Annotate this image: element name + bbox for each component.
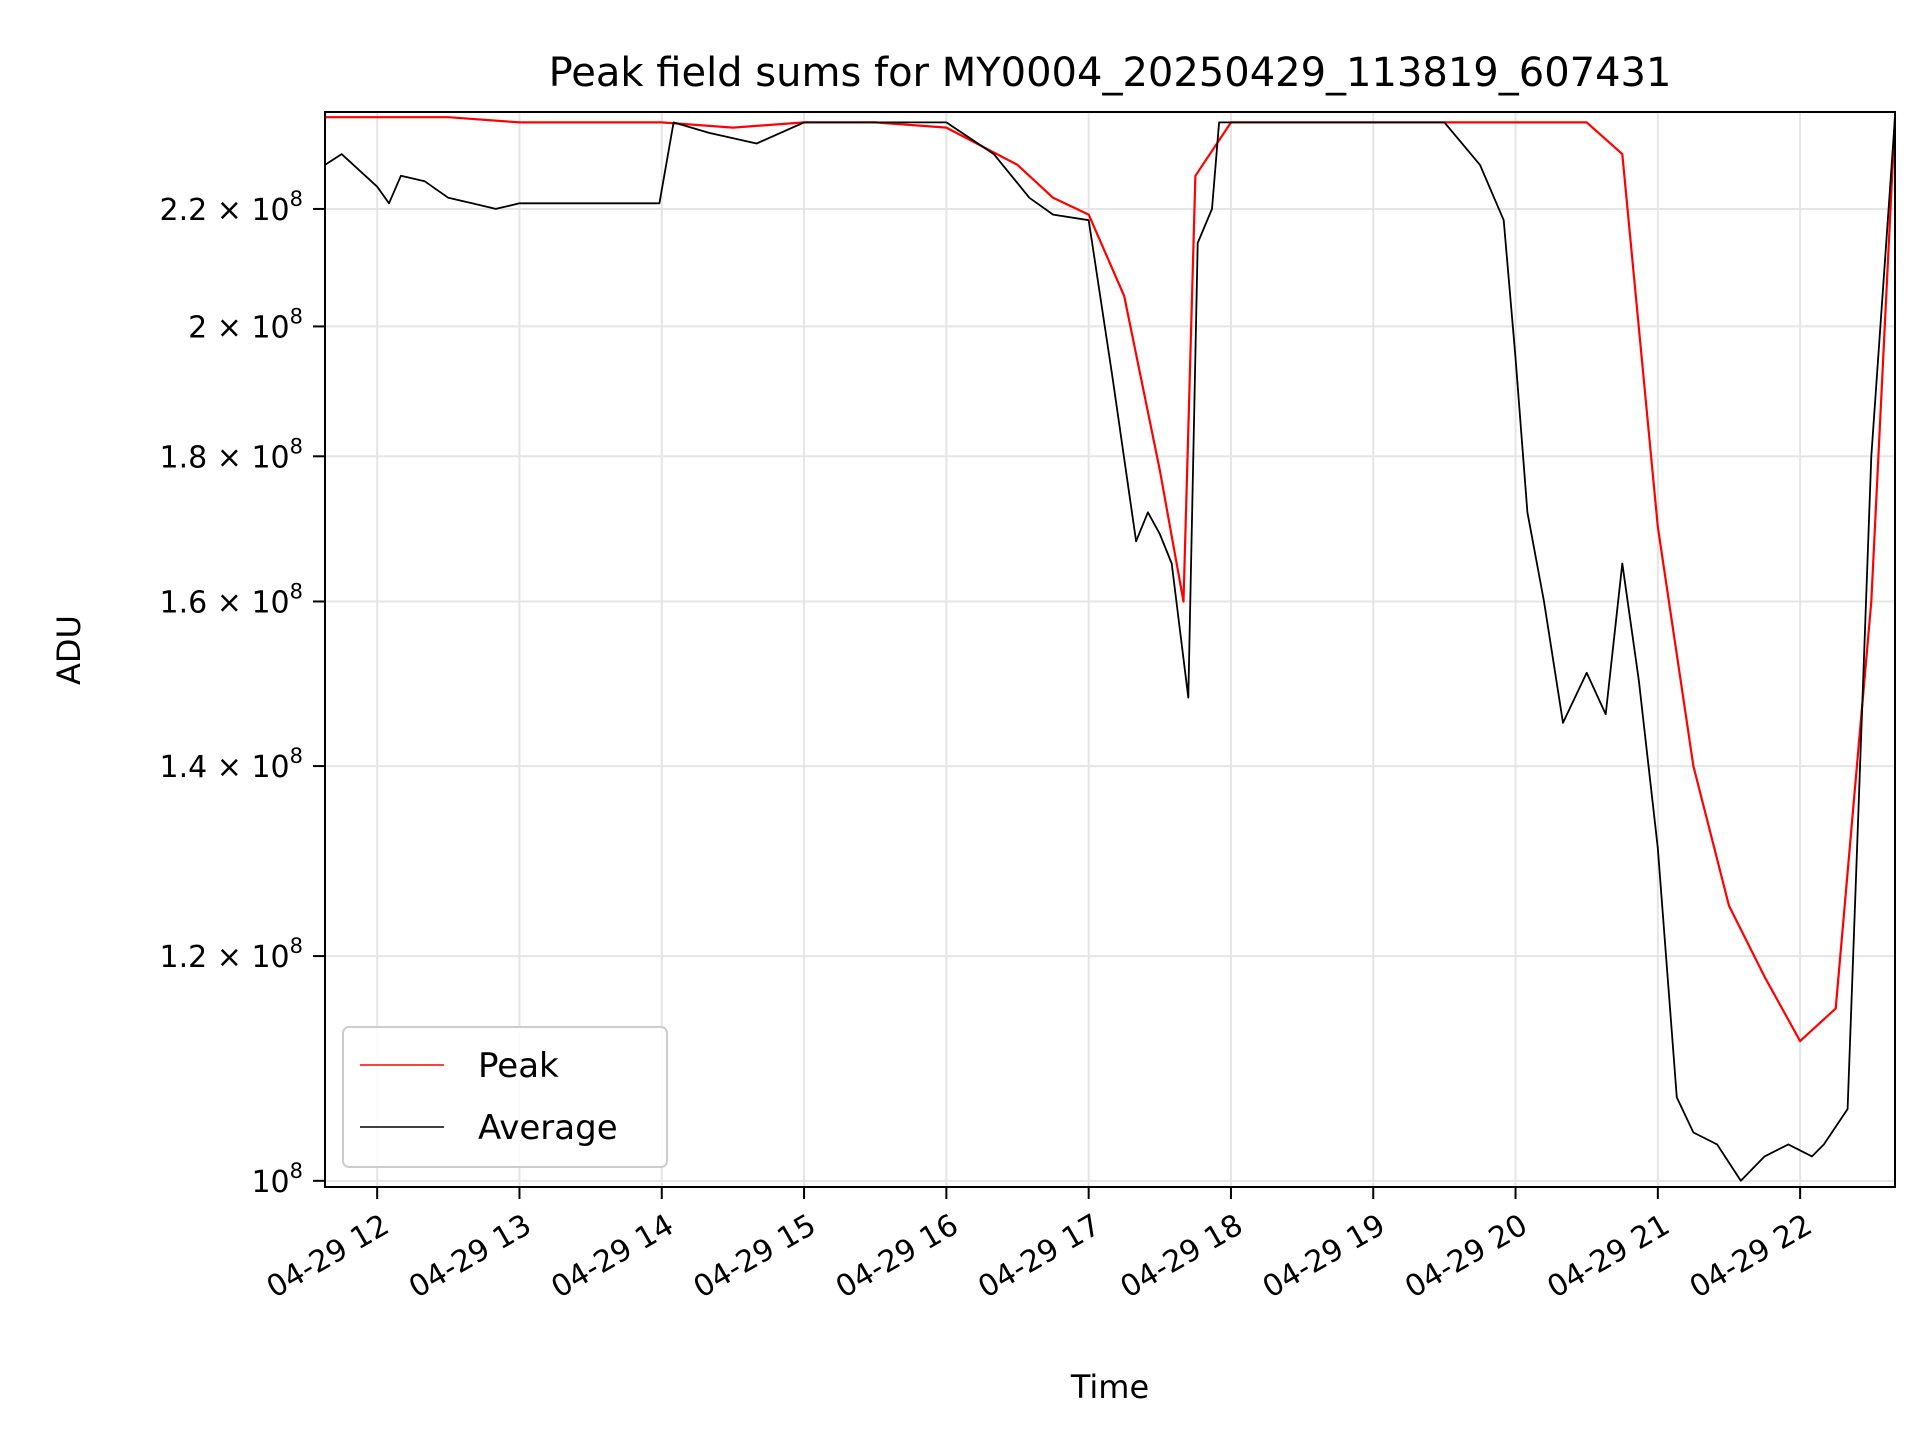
series-layer — [324, 116, 1897, 1182]
y-tick-label: 1.6 × 108 — [160, 579, 303, 620]
y-tick-label: 1.8 × 108 — [160, 434, 303, 475]
chart-title: Peak field sums for MY0004_20250429_1138… — [549, 50, 1672, 96]
grid — [325, 112, 1895, 1187]
y-tick-label: 2 × 108 — [188, 304, 303, 345]
y-tick-label: 108 — [251, 1159, 303, 1200]
legend-label-average: Average — [478, 1108, 618, 1148]
y-tick-label: 1.2 × 108 — [160, 934, 303, 975]
legend-label-peak: Peak — [478, 1046, 559, 1086]
legend-box — [342, 1026, 668, 1168]
y-tick-label: 2.2 × 108 — [160, 187, 303, 228]
series-line-peak — [325, 116, 1897, 1043]
y-axis-label: ADU — [50, 615, 88, 685]
y-tick-label: 1.4 × 108 — [160, 744, 303, 785]
legend: Peak Average — [342, 1026, 668, 1168]
plot-frame — [324, 111, 1896, 1188]
x-axis-label: Time — [1070, 1368, 1149, 1406]
y-axis-ticks: 108 1.2 × 108 1.4 × 108 1.6 × 108 1.8 × 108 2… — [160, 187, 325, 1200]
series-line-average — [324, 117, 1896, 1182]
